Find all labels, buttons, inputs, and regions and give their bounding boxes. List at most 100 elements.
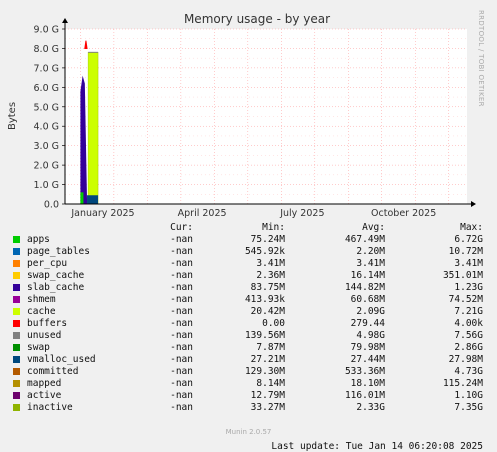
legend-max: 27.98M bbox=[448, 354, 483, 365]
legend-name: slab_cache bbox=[27, 282, 85, 293]
legend-max: 2.86G bbox=[454, 342, 483, 353]
legend-min: 8.14M bbox=[256, 378, 285, 389]
y-tick-label: 1.0 G bbox=[34, 180, 60, 191]
legend-row: inactive -nan 33.27M 2.33G 7.35G bbox=[0, 402, 497, 414]
legend-name: buffers bbox=[27, 318, 68, 329]
legend-cur: -nan bbox=[170, 246, 193, 257]
legend-avg: 4.98G bbox=[356, 330, 385, 341]
legend-swatch bbox=[13, 260, 20, 267]
legend-avg: 467.49M bbox=[344, 234, 385, 245]
x-axis-arrow bbox=[471, 201, 476, 207]
legend-cur: -nan bbox=[170, 378, 193, 389]
legend-min: 83.75M bbox=[250, 282, 285, 293]
legend-max: 3.41M bbox=[454, 258, 483, 269]
legend-max: 351.01M bbox=[442, 270, 483, 281]
legend-name: page_tables bbox=[27, 246, 90, 257]
y-tick-label: 6.0 G bbox=[34, 83, 60, 94]
series-unused-area bbox=[87, 52, 99, 205]
legend-avg: 144.82M bbox=[344, 282, 385, 293]
legend-row: cache -nan 20.42M 2.09G 7.21G bbox=[0, 306, 497, 318]
legend-max: 115.24M bbox=[442, 378, 483, 389]
legend-name: active bbox=[27, 390, 62, 401]
legend-min: 2.36M bbox=[256, 270, 285, 281]
series-low-band bbox=[87, 195, 99, 204]
legend-min: 27.21M bbox=[250, 354, 285, 365]
legend-avg: 2.09G bbox=[356, 306, 385, 317]
legend-row: mapped -nan 8.14M 18.10M 115.24M bbox=[0, 378, 497, 390]
legend-cur: -nan bbox=[170, 294, 193, 305]
legend-avg: 116.01M bbox=[344, 390, 385, 401]
legend-cur: -nan bbox=[170, 366, 193, 377]
axes: 0.0 1.0 G 2.0 G 3.0 G 4.0 G 5.0 G 6.0 G 7.0 G 8.… bbox=[34, 18, 476, 219]
y-axis-arrow bbox=[62, 18, 68, 23]
legend-name: cache bbox=[27, 306, 56, 317]
legend-row: committed -nan 129.30M 533.36M 4.73G bbox=[0, 366, 497, 378]
y-tick-label: 5.0 G bbox=[34, 102, 60, 113]
legend-row: active -nan 12.79M 116.01M 1.10G bbox=[0, 390, 497, 402]
legend-cur: -nan bbox=[170, 258, 193, 269]
legend-max: 10.72M bbox=[448, 246, 483, 257]
legend-rows: apps -nan 75.24M 467.49M 6.72G page_tables -na… bbox=[0, 234, 497, 414]
legend-swatch bbox=[13, 344, 20, 351]
y-tick-label: 0.0 bbox=[44, 200, 59, 211]
legend-name: mapped bbox=[27, 378, 62, 389]
legend-max: 1.23G bbox=[454, 282, 483, 293]
legend-avg: 3.41M bbox=[356, 258, 385, 269]
grid bbox=[65, 28, 467, 205]
legend-swatch bbox=[13, 404, 20, 411]
legend-max: 7.35G bbox=[454, 402, 483, 413]
legend-row: swap_cache -nan 2.36M 16.14M 351.01M bbox=[0, 270, 497, 282]
y-tick-label: 9.0 G bbox=[34, 25, 60, 36]
legend-min: 139.56M bbox=[244, 330, 285, 341]
legend-min: 413.93k bbox=[244, 294, 285, 305]
y-tick-label: 8.0 G bbox=[34, 44, 60, 55]
legend-avg: 533.36M bbox=[344, 366, 385, 377]
legend-row: shmem -nan 413.93k 60.68M 74.52M bbox=[0, 294, 497, 306]
x-tick-label: January 2025 bbox=[70, 208, 134, 219]
legend-header: Cur: Min: Avg: Max: bbox=[0, 222, 497, 234]
legend-max: 4.73G bbox=[454, 366, 483, 377]
y-tick-label: 2.0 G bbox=[34, 161, 60, 172]
legend-cur: -nan bbox=[170, 270, 193, 281]
legend-min: 129.30M bbox=[244, 366, 285, 377]
legend-min: 7.87M bbox=[256, 342, 285, 353]
legend-avg: 27.44M bbox=[350, 354, 385, 365]
header-cur: Cur: bbox=[170, 222, 193, 233]
header-min: Min: bbox=[262, 222, 285, 233]
x-tick-label: October 2025 bbox=[371, 208, 436, 219]
legend-min: 33.27M bbox=[250, 402, 285, 413]
x-tick-label: April 2025 bbox=[178, 208, 227, 219]
legend-row: slab_cache -nan 83.75M 144.82M 1.23G bbox=[0, 282, 497, 294]
legend-avg: 2.20M bbox=[356, 246, 385, 257]
series-swap-peak bbox=[84, 40, 88, 49]
legend-cur: -nan bbox=[170, 402, 193, 413]
legend-min: 75.24M bbox=[250, 234, 285, 245]
legend-swatch bbox=[13, 320, 20, 327]
legend-swatch bbox=[13, 356, 20, 363]
legend-table: Cur: Min: Avg: Max: apps -nan 75.24M 467.49… bbox=[0, 222, 497, 414]
header-max: Max: bbox=[460, 222, 483, 233]
legend-avg: 279.44 bbox=[350, 318, 385, 329]
legend-cur: -nan bbox=[170, 234, 193, 245]
chart-title: Memory usage - by year bbox=[184, 12, 330, 26]
legend-swatch bbox=[13, 308, 20, 315]
legend-cur: -nan bbox=[170, 330, 193, 341]
legend-min: 0.00 bbox=[262, 318, 285, 329]
legend-row: unused -nan 139.56M 4.98G 7.56G bbox=[0, 330, 497, 342]
y-tick-label: 3.0 G bbox=[34, 141, 60, 152]
legend-name: swap_cache bbox=[27, 270, 85, 281]
legend-name: swap bbox=[27, 342, 50, 353]
legend-swatch bbox=[13, 284, 20, 291]
legend-avg: 18.10M bbox=[350, 378, 385, 389]
legend-name: vmalloc_used bbox=[27, 354, 96, 365]
legend-swatch bbox=[13, 332, 20, 339]
legend-swatch bbox=[13, 380, 20, 387]
legend-swatch bbox=[13, 368, 20, 375]
legend-cur: -nan bbox=[170, 354, 193, 365]
legend-cur: -nan bbox=[170, 342, 193, 353]
legend-max: 7.21G bbox=[454, 306, 483, 317]
rrdtool-credit: RRDTOOL / TOBI OETIKER bbox=[477, 10, 485, 107]
y-tick-label: 4.0 G bbox=[34, 122, 60, 133]
legend-avg: 60.68M bbox=[350, 294, 385, 305]
